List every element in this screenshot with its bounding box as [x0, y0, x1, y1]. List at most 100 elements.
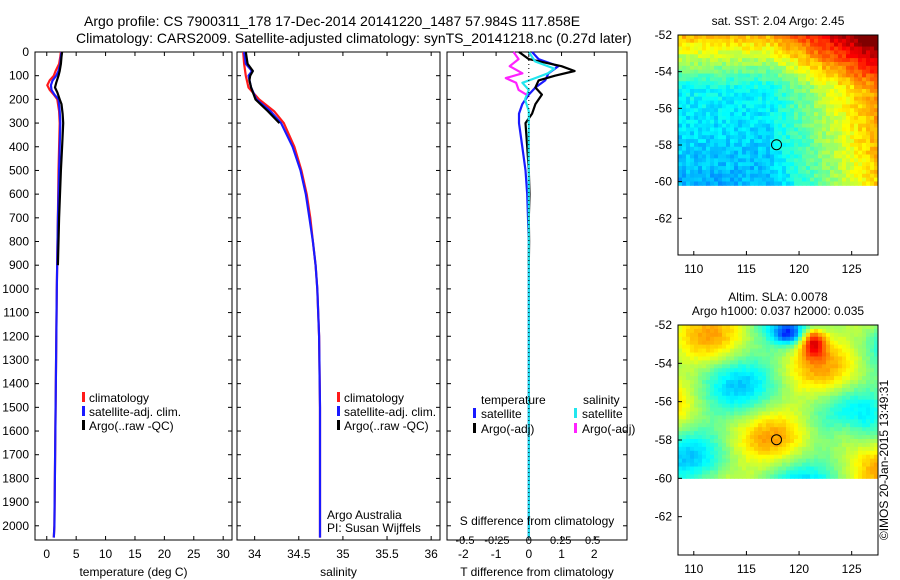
map_sla-xtick-label: 110 — [684, 562, 703, 576]
salinity-annotation-line1: Argo Australia — [327, 508, 402, 522]
difference-s-tick-label: 0 — [526, 535, 532, 547]
map_sla-xtick-label: 115 — [737, 562, 756, 576]
depth-tick-label: 600 — [9, 187, 29, 201]
difference-s-tick-label: -0.25 — [484, 535, 509, 547]
salinity-legend-swatch — [337, 392, 340, 402]
difference-s-xlabel: S difference from climatology — [460, 514, 615, 528]
difference-series-s-argo — [504, 51, 527, 96]
depth-tick-label: 1200 — [2, 329, 29, 343]
map_sst-cells — [678, 35, 879, 186]
map_sla-xtick-label: 120 — [789, 562, 809, 576]
map_sst-xtick-label: 125 — [842, 262, 862, 276]
salinity-xtick-label: 35.5 — [375, 547, 399, 561]
depth-tick-label: 2000 — [2, 519, 29, 533]
depth-tick-label: 1600 — [2, 424, 29, 438]
temperature-legend-swatch — [82, 420, 85, 430]
temperature-axes-frame — [34, 51, 233, 541]
temperature-xtick-label: 5 — [73, 547, 80, 561]
difference-legend-s-title: salinity — [583, 393, 620, 407]
difference-legend-t-label: Argo(-adj) — [481, 422, 534, 436]
difference-legend-t-swatch — [473, 423, 476, 433]
temperature-series-satellite — [49, 51, 63, 538]
figure-title-line1: Argo profile: CS 7900311_178 17-Dec-2014… — [84, 13, 581, 29]
depth-tick-label: 1500 — [2, 400, 29, 414]
difference-axes-frame — [446, 51, 628, 541]
map_sst-xtick-label: 115 — [737, 262, 756, 276]
map_sla-ytick-label: -54 — [655, 356, 673, 370]
map_sst-ytick-label: -58 — [655, 138, 673, 152]
depth-tick-label: 200 — [9, 92, 29, 106]
map_sst-ytick-label: -56 — [655, 101, 673, 115]
map_sst-ytick-label: -62 — [655, 211, 673, 225]
credit-stamp: ©IMOS 20-Jan-2015 13:49:31 — [877, 380, 891, 541]
temperature-series-argo — [53, 51, 65, 266]
difference-xtick-label: 2 — [591, 547, 598, 561]
temperature-legend-label: climatology — [89, 391, 149, 405]
temperature-xtick-label: 0 — [43, 547, 50, 561]
map_sst-xtick-label: 120 — [789, 262, 809, 276]
map_sla-title: Altim. SLA: 0.0078 — [728, 290, 828, 304]
salinity-legend-label: Argo(..raw -QC) — [344, 419, 429, 433]
map_sst-xtick-label: 110 — [684, 262, 703, 276]
depth-tick-label: 1800 — [2, 471, 29, 485]
difference-legend-t-title: temperature — [481, 393, 546, 407]
temperature-xlabel: temperature (deg C) — [79, 565, 187, 579]
temperature-xtick-label: 10 — [99, 547, 113, 561]
difference-s-tick-label: 0.5 — [585, 535, 600, 547]
map_sst-ytick-label: -60 — [655, 175, 673, 189]
temperature-legend-label: Argo(..raw -QC) — [89, 419, 174, 433]
map_sla-ytick-label: -52 — [655, 318, 673, 332]
figure-title-line2: Climatology: CARS2009. Satellite-adjuste… — [76, 30, 632, 46]
difference-legend-s-label: Argo(-adj) — [582, 422, 635, 436]
salinity-legend-swatch — [337, 406, 340, 416]
temperature-legend-swatch — [82, 406, 85, 416]
salinity-legend-swatch — [337, 420, 340, 430]
salinity-xtick-label: 34.5 — [287, 547, 311, 561]
depth-tick-label: 1300 — [2, 353, 29, 367]
salinity-xtick-label: 35 — [336, 547, 350, 561]
difference-xtick-label: 1 — [558, 547, 565, 561]
difference-s-tick-label: 0.25 — [550, 535, 571, 547]
map_sla-argo-marker — [771, 434, 783, 446]
salinity-annotation-line2: PI: Susan Wijffels — [327, 521, 421, 535]
depth-tick-label: 1400 — [2, 377, 29, 391]
depth-tick-label: 400 — [9, 140, 29, 154]
map_sla-cells — [678, 325, 879, 479]
salinity-axes-frame — [236, 51, 441, 541]
salinity-xlabel: salinity — [320, 565, 357, 579]
difference-legend-t-swatch — [473, 408, 476, 418]
difference-xtick-label: 0 — [525, 547, 532, 561]
temperature-xtick-label: 15 — [128, 547, 142, 561]
map_sla-xtick-label: 125 — [842, 562, 862, 576]
depth-tick-label: 0 — [22, 45, 29, 59]
difference-xtick-label: -2 — [458, 547, 469, 561]
depth-tick-label: 1000 — [2, 282, 29, 296]
difference-legend-s-swatch — [574, 423, 577, 433]
difference-legend-s-swatch — [574, 408, 577, 418]
map_sst-ytick-label: -52 — [655, 28, 673, 42]
map_sst-argo-marker — [771, 139, 783, 151]
map_sst-title: sat. SST: 2.04 Argo: 2.45 — [712, 14, 845, 28]
map_sla-ytick-label: -62 — [655, 510, 673, 524]
difference-s-tick-label: -0.5 — [456, 535, 475, 547]
depth-tick-label: 300 — [9, 116, 29, 130]
difference-legend-t-label: satellite — [481, 407, 522, 421]
map_sla-ytick-label: -58 — [655, 433, 673, 447]
temperature-legend-swatch — [82, 392, 85, 402]
salinity-xtick-label: 36 — [424, 547, 438, 561]
salinity-legend-label: satellite-adj. clim. — [344, 405, 436, 419]
difference-xlabel: T difference from climatology — [460, 565, 614, 579]
salinity-legend-label: climatology — [344, 391, 404, 405]
depth-tick-label: 100 — [9, 69, 29, 83]
temperature-xtick-label: 25 — [187, 547, 201, 561]
depth-tick-label: 1700 — [2, 448, 29, 462]
depth-tick-label: 1100 — [3, 306, 29, 320]
temperature-xtick-label: 30 — [216, 547, 230, 561]
depth-tick-label: 500 — [9, 163, 29, 177]
depth-tick-label: 800 — [9, 235, 29, 249]
depth-tick-label: 700 — [9, 211, 29, 225]
depth-tick-label: 1900 — [2, 495, 29, 509]
temperature-xtick-label: 20 — [158, 547, 172, 561]
salinity-series-argo — [244, 51, 281, 124]
